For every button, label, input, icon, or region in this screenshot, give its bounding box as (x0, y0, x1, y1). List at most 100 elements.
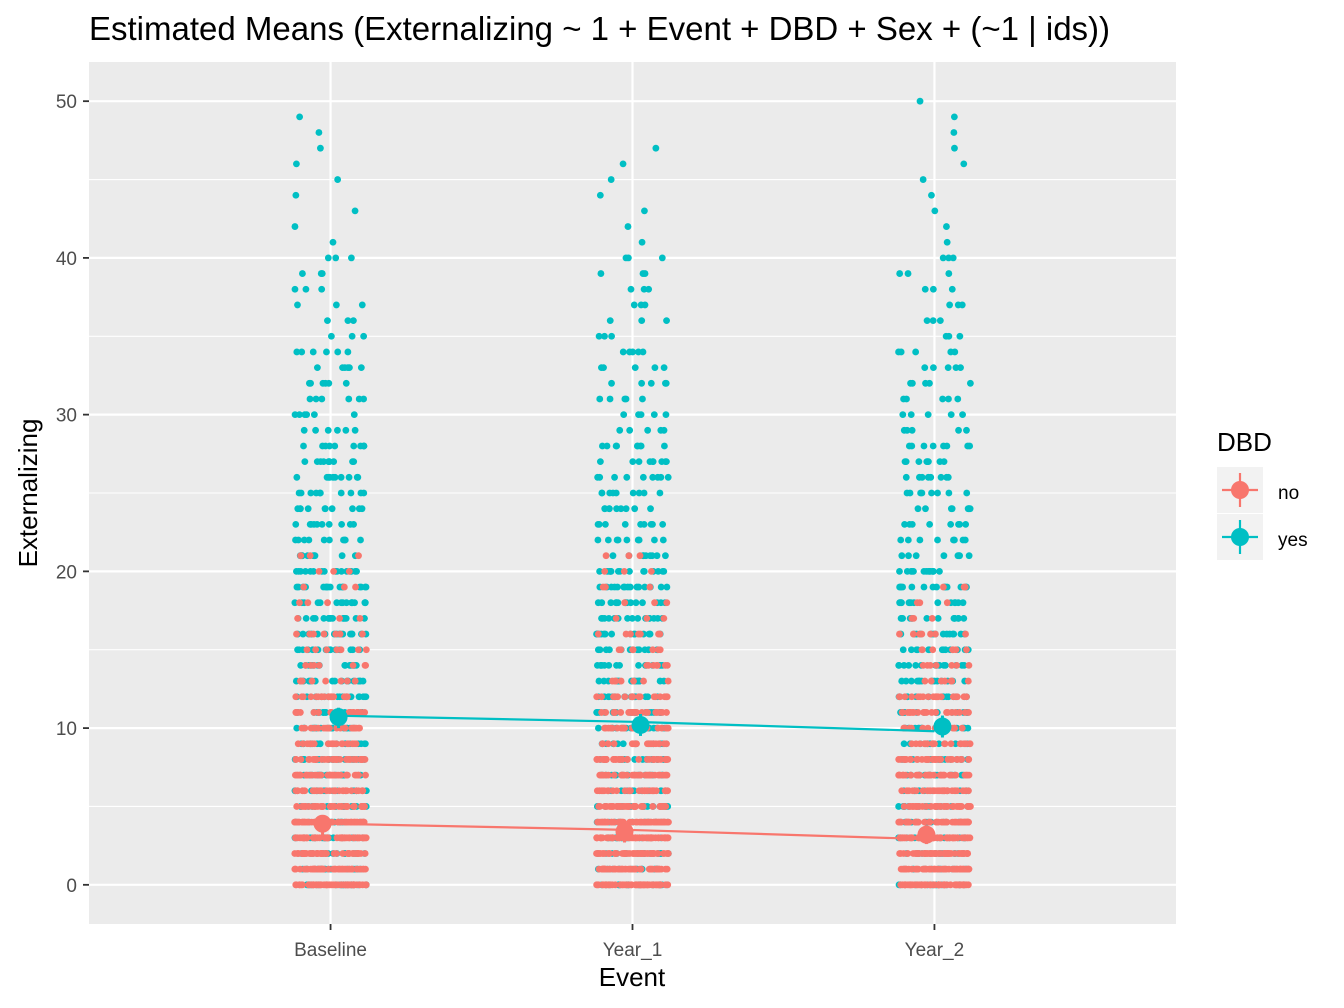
data-point-yes (337, 473, 345, 481)
data-point-no (621, 599, 629, 607)
data-point-yes (896, 270, 904, 277)
data-point-yes (647, 505, 654, 513)
data-point-no (895, 771, 903, 779)
data-point-yes (906, 520, 914, 528)
data-point-no (907, 771, 915, 779)
data-point-yes (358, 505, 366, 513)
data-point-no (327, 803, 335, 810)
data-point-no (949, 646, 956, 654)
data-point-yes (596, 473, 604, 481)
data-point-yes (663, 583, 671, 591)
data-point-yes (338, 552, 346, 560)
x-tick-label: Year_1 (603, 940, 663, 961)
y-axis-title: Externalizing (13, 419, 43, 568)
data-point-yes (349, 646, 357, 654)
data-point-yes (596, 191, 604, 199)
data-point-no (620, 567, 628, 575)
data-point-no (922, 740, 930, 748)
data-point-no (317, 787, 324, 795)
data-point-yes (320, 458, 328, 466)
data-point-yes (956, 520, 964, 528)
legend-label-yes: yes (1278, 530, 1308, 551)
data-point-no (927, 803, 935, 810)
data-point-no (615, 865, 623, 873)
data-point-no (913, 818, 921, 826)
data-point-no (897, 881, 905, 889)
data-point-yes (918, 473, 926, 481)
data-point-yes (661, 442, 668, 450)
data-point-yes (351, 207, 359, 215)
data-point-yes (292, 536, 299, 544)
data-point-no (343, 771, 351, 779)
data-point-no (308, 740, 316, 748)
data-point-no (900, 803, 908, 810)
data-point-yes (641, 646, 649, 654)
data-point-no (594, 881, 601, 889)
data-point-no (959, 818, 967, 826)
data-point-yes (321, 505, 329, 513)
data-point-no (610, 740, 618, 748)
data-point-yes (620, 583, 628, 591)
data-point-no (904, 709, 912, 716)
data-point-no (293, 630, 300, 638)
data-point-yes (600, 364, 607, 372)
data-point-no (664, 724, 672, 732)
data-point-no (913, 803, 921, 810)
data-point-yes (608, 630, 616, 638)
data-point-no (916, 599, 924, 607)
data-point-yes (309, 614, 317, 622)
data-point-yes (305, 379, 313, 387)
data-point-no (919, 787, 927, 795)
data-point-no (294, 614, 301, 622)
data-point-yes (951, 144, 958, 152)
data-point-yes (344, 317, 352, 324)
data-point-yes (320, 536, 328, 544)
data-point-yes (936, 317, 944, 324)
data-point-no (318, 756, 326, 763)
data-point-yes (898, 552, 906, 560)
data-point-no (644, 709, 651, 716)
data-point-yes (634, 536, 642, 544)
data-point-yes (916, 536, 924, 544)
data-point-no (658, 709, 666, 716)
data-point-yes (896, 599, 904, 607)
data-point-no (906, 881, 914, 889)
data-point-yes (312, 426, 319, 434)
data-point-yes (361, 599, 369, 607)
data-point-no (662, 756, 670, 763)
data-point-yes (908, 646, 915, 654)
data-point-yes (324, 317, 331, 324)
data-point-no (941, 881, 949, 889)
data-point-no (355, 552, 362, 560)
data-point-yes (958, 662, 966, 669)
data-point-no (299, 850, 307, 857)
data-point-yes (616, 662, 623, 669)
data-point-yes (664, 473, 672, 481)
data-point-no (649, 646, 657, 654)
data-point-no (664, 677, 672, 685)
data-point-yes (902, 473, 910, 481)
data-point-no (931, 630, 939, 638)
data-point-no (927, 850, 935, 857)
data-point-yes (622, 254, 630, 262)
data-point-no (943, 787, 951, 795)
data-point-no (654, 662, 661, 669)
data-point-no (901, 693, 909, 701)
data-point-no (311, 724, 319, 732)
data-point-yes (934, 614, 942, 622)
data-point-no (655, 865, 662, 873)
data-point-yes (903, 567, 911, 575)
data-point-no (927, 881, 934, 889)
data-point-no (909, 630, 917, 638)
data-point-yes (297, 505, 304, 513)
data-point-no (942, 818, 950, 826)
data-point-no (300, 583, 308, 591)
data-point-no (635, 756, 643, 763)
data-point-yes (613, 442, 621, 450)
data-point-yes (949, 630, 957, 638)
data-point-yes (345, 395, 353, 403)
data-point-yes (656, 489, 664, 497)
data-point-no (931, 865, 938, 873)
data-point-yes (924, 473, 932, 481)
data-point-no (323, 881, 331, 889)
